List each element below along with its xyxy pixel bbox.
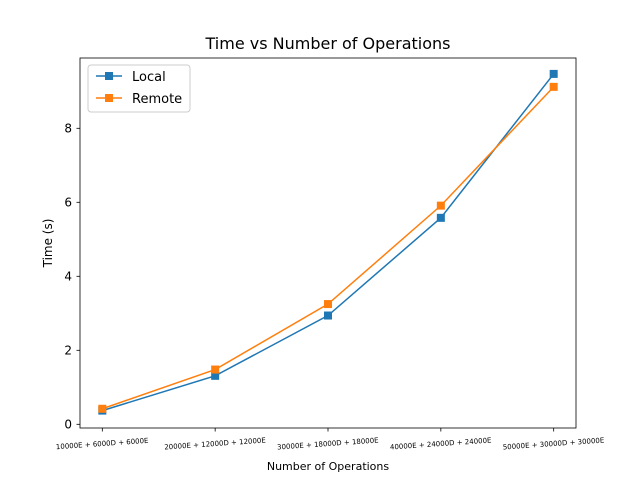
data-point-remote xyxy=(324,300,332,309)
x-axis-label: Number of Operations xyxy=(267,460,390,473)
y-tick-label: 4 xyxy=(64,269,72,283)
y-axis-label: Time (s) xyxy=(41,219,55,269)
legend: Local Remote xyxy=(87,64,191,113)
y-tick-label: 0 xyxy=(64,417,72,431)
data-point-remote xyxy=(98,404,107,413)
data-point-remote xyxy=(211,365,220,374)
data-point-remote xyxy=(549,82,558,91)
y-tick-label: 8 xyxy=(64,121,72,135)
data-point-remote xyxy=(436,201,445,210)
data-point-local xyxy=(211,371,220,380)
legend-swatch-marker xyxy=(105,94,113,102)
legend-label: Remote xyxy=(132,92,182,107)
chart-title: Time vs Number of Operations xyxy=(205,34,451,53)
y-tick-label: 2 xyxy=(64,343,72,357)
data-point-local xyxy=(436,213,445,222)
data-point-local xyxy=(324,311,332,320)
legend-swatch-marker xyxy=(105,72,113,80)
y-tick-label: 6 xyxy=(64,195,72,209)
data-point-local xyxy=(549,69,558,78)
legend-label: Local xyxy=(132,70,166,85)
